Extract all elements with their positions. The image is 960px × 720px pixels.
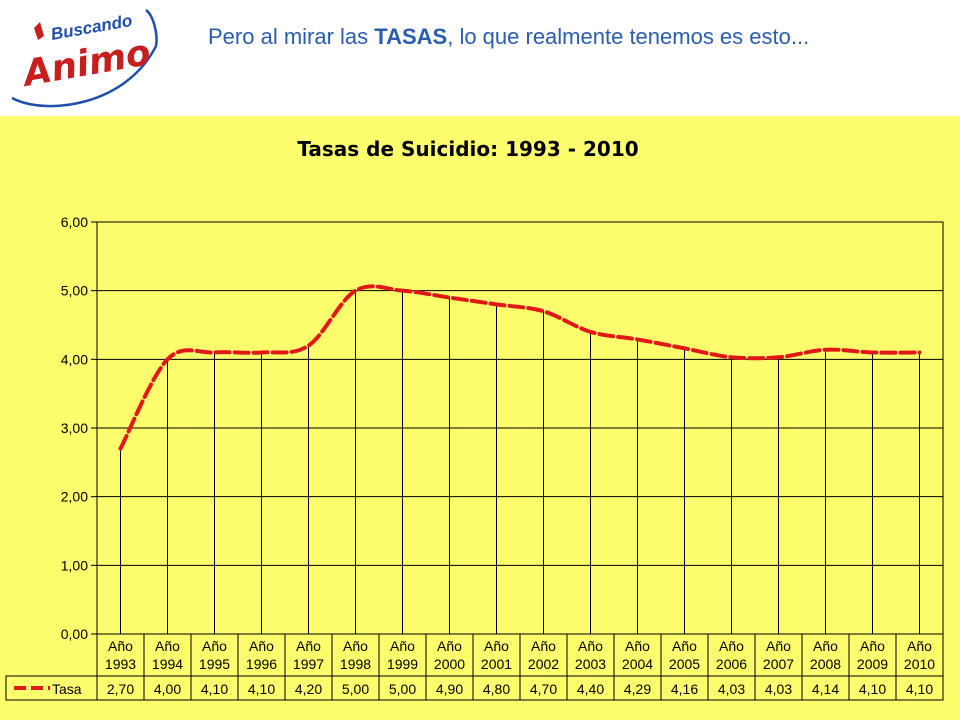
category-year-label: 2002	[528, 656, 559, 672]
category-year-label: 2008	[810, 656, 841, 672]
data-value-label: 5,00	[389, 681, 416, 697]
chart-y-ticks: 0,00 1,00 2,00 3,00 4,00 5,00 6,00	[61, 214, 88, 642]
y-tick-label: 2,00	[61, 489, 88, 505]
category-year-label: 2004	[622, 656, 653, 672]
category-year-label: 2010	[904, 656, 935, 672]
category-prefix-label: Año	[813, 638, 838, 654]
category-prefix-label: Año	[202, 638, 227, 654]
data-value-label: 4,10	[201, 681, 228, 697]
category-prefix-label: Año	[484, 638, 509, 654]
y-tick-label: 4,00	[61, 351, 88, 367]
data-value-label: 4,10	[859, 681, 886, 697]
data-value-label: 4,90	[436, 681, 463, 697]
category-prefix-label: Año	[390, 638, 415, 654]
data-value-label: 4,03	[718, 681, 745, 697]
logo-accent-icon	[34, 22, 44, 40]
y-tick-label: 1,00	[61, 557, 88, 573]
category-year-label: 1999	[387, 656, 418, 672]
data-value-label: 4,16	[671, 681, 698, 697]
category-year-label: 2006	[716, 656, 747, 672]
category-year-label: 2007	[763, 656, 794, 672]
category-prefix-label: Año	[625, 638, 650, 654]
category-year-label: 1996	[246, 656, 277, 672]
category-prefix-label: Año	[766, 638, 791, 654]
category-prefix-label: Año	[108, 638, 133, 654]
chart-panel: 0,00 1,00 2,00 3,00 4,00 5,00 6,00 Año 1993 2,70…	[0, 116, 960, 720]
data-value-label: 4,29	[624, 681, 651, 697]
line-chart: 0,00 1,00 2,00 3,00 4,00 5,00 6,00 Año 1993 2,70…	[5, 137, 944, 701]
logo-text-main: Animo	[17, 32, 153, 95]
data-value-label: 4,14	[812, 681, 839, 697]
category-prefix-label: Año	[296, 638, 321, 654]
category-year-label: 1998	[340, 656, 371, 672]
data-value-label: 4,70	[530, 681, 557, 697]
category-prefix-label: Año	[155, 638, 180, 654]
data-value-label: 4,80	[483, 681, 510, 697]
legend-series-label: Tasa	[52, 681, 82, 697]
chart-data-table: Año 1993 2,70 Año 1994 4,00 Año 1995 4,10 Año 1996…	[5, 633, 944, 701]
page-heading: Pero al mirar las TASAS, lo que realment…	[208, 24, 809, 50]
y-tick-label: 3,00	[61, 420, 88, 436]
category-year-label: 1997	[293, 656, 324, 672]
category-year-label: 1993	[105, 656, 136, 672]
data-value-label: 4,10	[906, 681, 933, 697]
category-year-label: 1995	[199, 656, 230, 672]
category-year-label: 2001	[481, 656, 512, 672]
heading-text-end: , lo que realmente tenemos es esto...	[447, 24, 810, 49]
buscando-animo-logo: Buscando Animo	[11, 9, 158, 108]
data-value-label: 4,00	[154, 681, 181, 697]
chart-gridlines	[91, 221, 944, 635]
data-value-label: 4,20	[295, 681, 322, 697]
table-value-row	[5, 675, 944, 701]
category-prefix-label: Año	[672, 638, 697, 654]
category-prefix-label: Año	[437, 638, 462, 654]
category-year-label: 1994	[152, 656, 183, 672]
y-tick-label: 6,00	[61, 214, 88, 230]
chart-drop-lines	[120, 290, 920, 634]
category-prefix-label: Año	[907, 638, 932, 654]
header: Buscando Animo Pero al mirar las TASAS, …	[0, 0, 960, 116]
y-tick-label: 0,00	[61, 626, 88, 642]
chart-title: Tasas de Suicidio: 1993 - 2010	[297, 137, 638, 161]
category-prefix-label: Año	[249, 638, 274, 654]
category-prefix-label: Año	[531, 638, 556, 654]
logo-swoosh-icon	[11, 9, 158, 108]
category-year-label: 2003	[575, 656, 606, 672]
category-prefix-label: Año	[860, 638, 885, 654]
category-year-label: 2005	[669, 656, 700, 672]
data-value-label: 5,00	[342, 681, 369, 697]
category-prefix-label: Año	[578, 638, 603, 654]
data-value-label: 4,10	[248, 681, 275, 697]
category-year-label: 2000	[434, 656, 465, 672]
chart-series-line	[118, 284, 922, 451]
category-prefix-label: Año	[343, 638, 368, 654]
category-year-label: 2009	[857, 656, 888, 672]
data-value-label: 4,40	[577, 681, 604, 697]
series-line-tasa	[118, 284, 922, 451]
heading-text-start: Pero al mirar las	[208, 24, 375, 49]
data-value-label: 4,03	[765, 681, 792, 697]
heading-text-bold: TASAS	[374, 24, 448, 49]
category-prefix-label: Año	[719, 638, 744, 654]
data-value-label: 2,70	[107, 681, 134, 697]
y-tick-label: 5,00	[61, 283, 88, 299]
